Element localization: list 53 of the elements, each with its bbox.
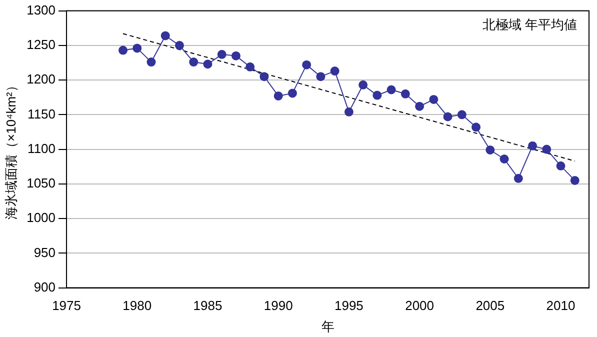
y-axis-title: 海氷域面積（×10⁴km²） xyxy=(3,79,18,220)
point xyxy=(400,89,410,98)
point xyxy=(457,110,466,120)
y-tick-label: 1000 xyxy=(26,210,56,226)
point xyxy=(358,80,368,90)
point xyxy=(443,112,452,122)
point xyxy=(316,72,326,82)
y-tick-label: 1150 xyxy=(28,106,56,122)
point xyxy=(203,60,212,69)
y-tick-label: 1200 xyxy=(26,72,56,87)
point xyxy=(514,174,523,183)
point xyxy=(386,85,396,94)
y-tick-label: 900 xyxy=(34,279,56,294)
point xyxy=(570,176,580,185)
x-tick-label: 2005 xyxy=(476,298,505,314)
point xyxy=(330,66,340,76)
x-tick-label: 1995 xyxy=(334,298,364,314)
point xyxy=(132,44,142,53)
x-tick-label: 1980 xyxy=(122,298,152,314)
x-axis-title: 年 xyxy=(321,318,334,334)
point xyxy=(274,91,283,100)
point xyxy=(146,58,156,67)
point xyxy=(160,31,170,40)
y-tick-label: 1050 xyxy=(26,176,56,191)
point xyxy=(486,145,495,154)
point xyxy=(217,50,226,59)
y-tick-label: 1250 xyxy=(26,37,56,52)
point xyxy=(118,46,128,55)
point xyxy=(260,72,269,82)
point xyxy=(246,62,255,72)
x-tick-label: 1985 xyxy=(193,298,222,314)
y-tick-label: 1300 xyxy=(26,2,56,18)
point xyxy=(344,107,354,116)
point xyxy=(231,51,240,60)
point xyxy=(556,161,566,170)
x-tick-label: 1975 xyxy=(52,298,81,314)
x-tick-label: 2010 xyxy=(546,298,576,314)
point xyxy=(302,60,312,70)
point xyxy=(189,58,198,67)
x-tick-label: 1990 xyxy=(264,298,293,314)
point xyxy=(174,40,184,50)
y-tick-label: 950 xyxy=(34,244,56,260)
point xyxy=(429,94,438,104)
point xyxy=(288,88,297,98)
point xyxy=(542,144,552,154)
point xyxy=(528,141,538,150)
point xyxy=(500,154,509,164)
point xyxy=(472,122,481,132)
annotation: 北極域 年平均値 xyxy=(482,16,577,32)
point xyxy=(372,90,382,100)
y-tick-label: 1100 xyxy=(28,140,56,156)
x-tick-label: 2000 xyxy=(405,298,434,314)
point xyxy=(415,102,424,111)
